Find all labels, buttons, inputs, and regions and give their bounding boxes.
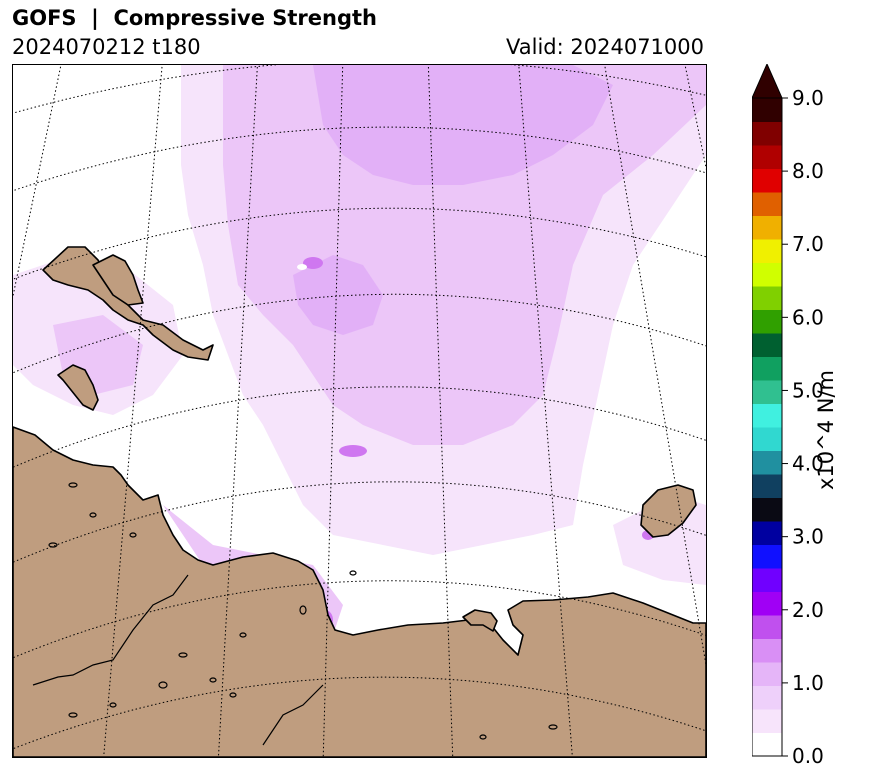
map-panel — [12, 64, 707, 758]
colorbar-tick-label: 2.0 — [792, 598, 824, 622]
lake — [209, 677, 217, 683]
colorbar-stripe — [752, 309, 782, 334]
colorbar-stripe — [752, 521, 782, 545]
colorbar-stripe — [752, 215, 782, 240]
colorbar-tick-label: 6.0 — [792, 305, 824, 329]
lake — [68, 482, 78, 488]
colorbar: 0.0 1.0 2.0 3.0 4.0 5.0 6.0 7.0 8.0 9.0 — [751, 62, 869, 768]
lake — [129, 532, 137, 538]
colorbar-canvas: 0.0 1.0 2.0 3.0 4.0 5.0 6.0 7.0 8.0 9.0 — [751, 62, 824, 768]
colorbar-stripe — [752, 380, 782, 404]
ice-field — [13, 65, 706, 635]
longitude-line — [518, 65, 573, 757]
colorbar-ticks: 0.0 1.0 2.0 3.0 4.0 5.0 6.0 7.0 8.0 9.0 — [782, 86, 824, 768]
longitude-line — [217, 65, 258, 757]
colorbar-stripe — [752, 544, 782, 569]
colorbar-stripe — [752, 403, 782, 428]
colorbar-outline — [751, 97, 783, 757]
lake — [479, 734, 487, 740]
latitude-line — [13, 386, 706, 468]
colorbar-stripe — [752, 356, 782, 381]
colorbar-tick-label: 7.0 — [792, 232, 824, 256]
colorbar-tick-label: 5.0 — [792, 378, 824, 402]
latitude-line — [13, 676, 706, 750]
colorbar-stripe — [752, 262, 782, 287]
colorbar-tick-label: 3.0 — [792, 525, 824, 549]
colorbar-stripe — [752, 333, 782, 357]
colorbar-stripe — [752, 638, 782, 663]
colorbar-stripe — [752, 286, 782, 310]
colorbar-stripe — [752, 168, 782, 193]
lake — [158, 681, 168, 689]
lake — [229, 692, 237, 698]
land-island-east — [640, 484, 697, 538]
colorbar-stripes — [752, 98, 782, 757]
colorbar-stripe — [752, 427, 782, 451]
colorbar-tick-label: 8.0 — [792, 159, 824, 183]
graticule — [13, 65, 706, 757]
longitude-line — [427, 65, 454, 757]
lake — [89, 512, 97, 518]
colorbar-stripe — [752, 615, 782, 639]
lake — [178, 652, 188, 658]
latitude-line — [13, 580, 706, 659]
colorbar-stripe — [752, 121, 782, 146]
ice-spot-peak — [303, 257, 323, 269]
colorbar-stripe — [752, 709, 782, 733]
lake — [299, 605, 307, 615]
lake — [48, 542, 58, 548]
lake — [349, 570, 357, 576]
latitude-line — [13, 126, 706, 192]
colorbar-stripe — [752, 732, 782, 757]
colorbar-stripe — [752, 497, 782, 522]
lake — [109, 702, 117, 708]
colorbar-stripe — [752, 662, 782, 686]
colorbar-stripe — [752, 685, 782, 710]
land-island-south — [57, 364, 99, 411]
colorbar-stripe — [752, 474, 782, 498]
ice-spot-white — [297, 264, 307, 270]
coast-details — [32, 482, 558, 746]
colorbar-stripe — [752, 239, 782, 263]
longitude-line — [103, 65, 163, 757]
colorbar-stripe — [752, 591, 782, 616]
colorbar-stripe — [752, 192, 782, 216]
colorbar-stripe — [752, 145, 782, 169]
colorbar-stripe — [752, 450, 782, 475]
colorbar-tick-label: 4.0 — [792, 452, 824, 476]
colorbar-tick-label: 9.0 — [792, 86, 824, 110]
lake — [548, 724, 558, 730]
lake — [239, 632, 247, 638]
land-mainland — [13, 426, 706, 757]
land-island-frankland — [92, 254, 144, 306]
longitude-line — [604, 65, 706, 666]
colorbar-unit-label: x10^4 N/m — [814, 369, 838, 491]
colorbar-stripe — [752, 568, 782, 592]
map-canvas — [13, 65, 706, 757]
ice-region-mid — [223, 65, 706, 445]
river-line — [32, 574, 189, 686]
colorbar-stripe — [752, 98, 782, 122]
ice-spot-peak-2 — [339, 445, 367, 457]
latitude-line — [13, 293, 706, 374]
colorbar-tick-label: 1.0 — [792, 671, 824, 695]
ice-region-strong-2 — [293, 255, 383, 335]
colorbar-extend-arrow — [751, 62, 783, 99]
land — [13, 246, 706, 757]
colorbar-tick-label: 0.0 — [792, 744, 824, 764]
land-island-peninsula — [462, 609, 498, 632]
map-title: GOFS | Compressive Strength — [12, 6, 377, 30]
valid-label: Valid: 2024071000 — [506, 35, 704, 59]
lake — [68, 712, 78, 718]
run-label: 2024070212 t180 — [12, 35, 201, 59]
river-line-2 — [262, 684, 324, 746]
ice-region-strong — [313, 65, 613, 185]
latitude-line — [13, 481, 706, 563]
